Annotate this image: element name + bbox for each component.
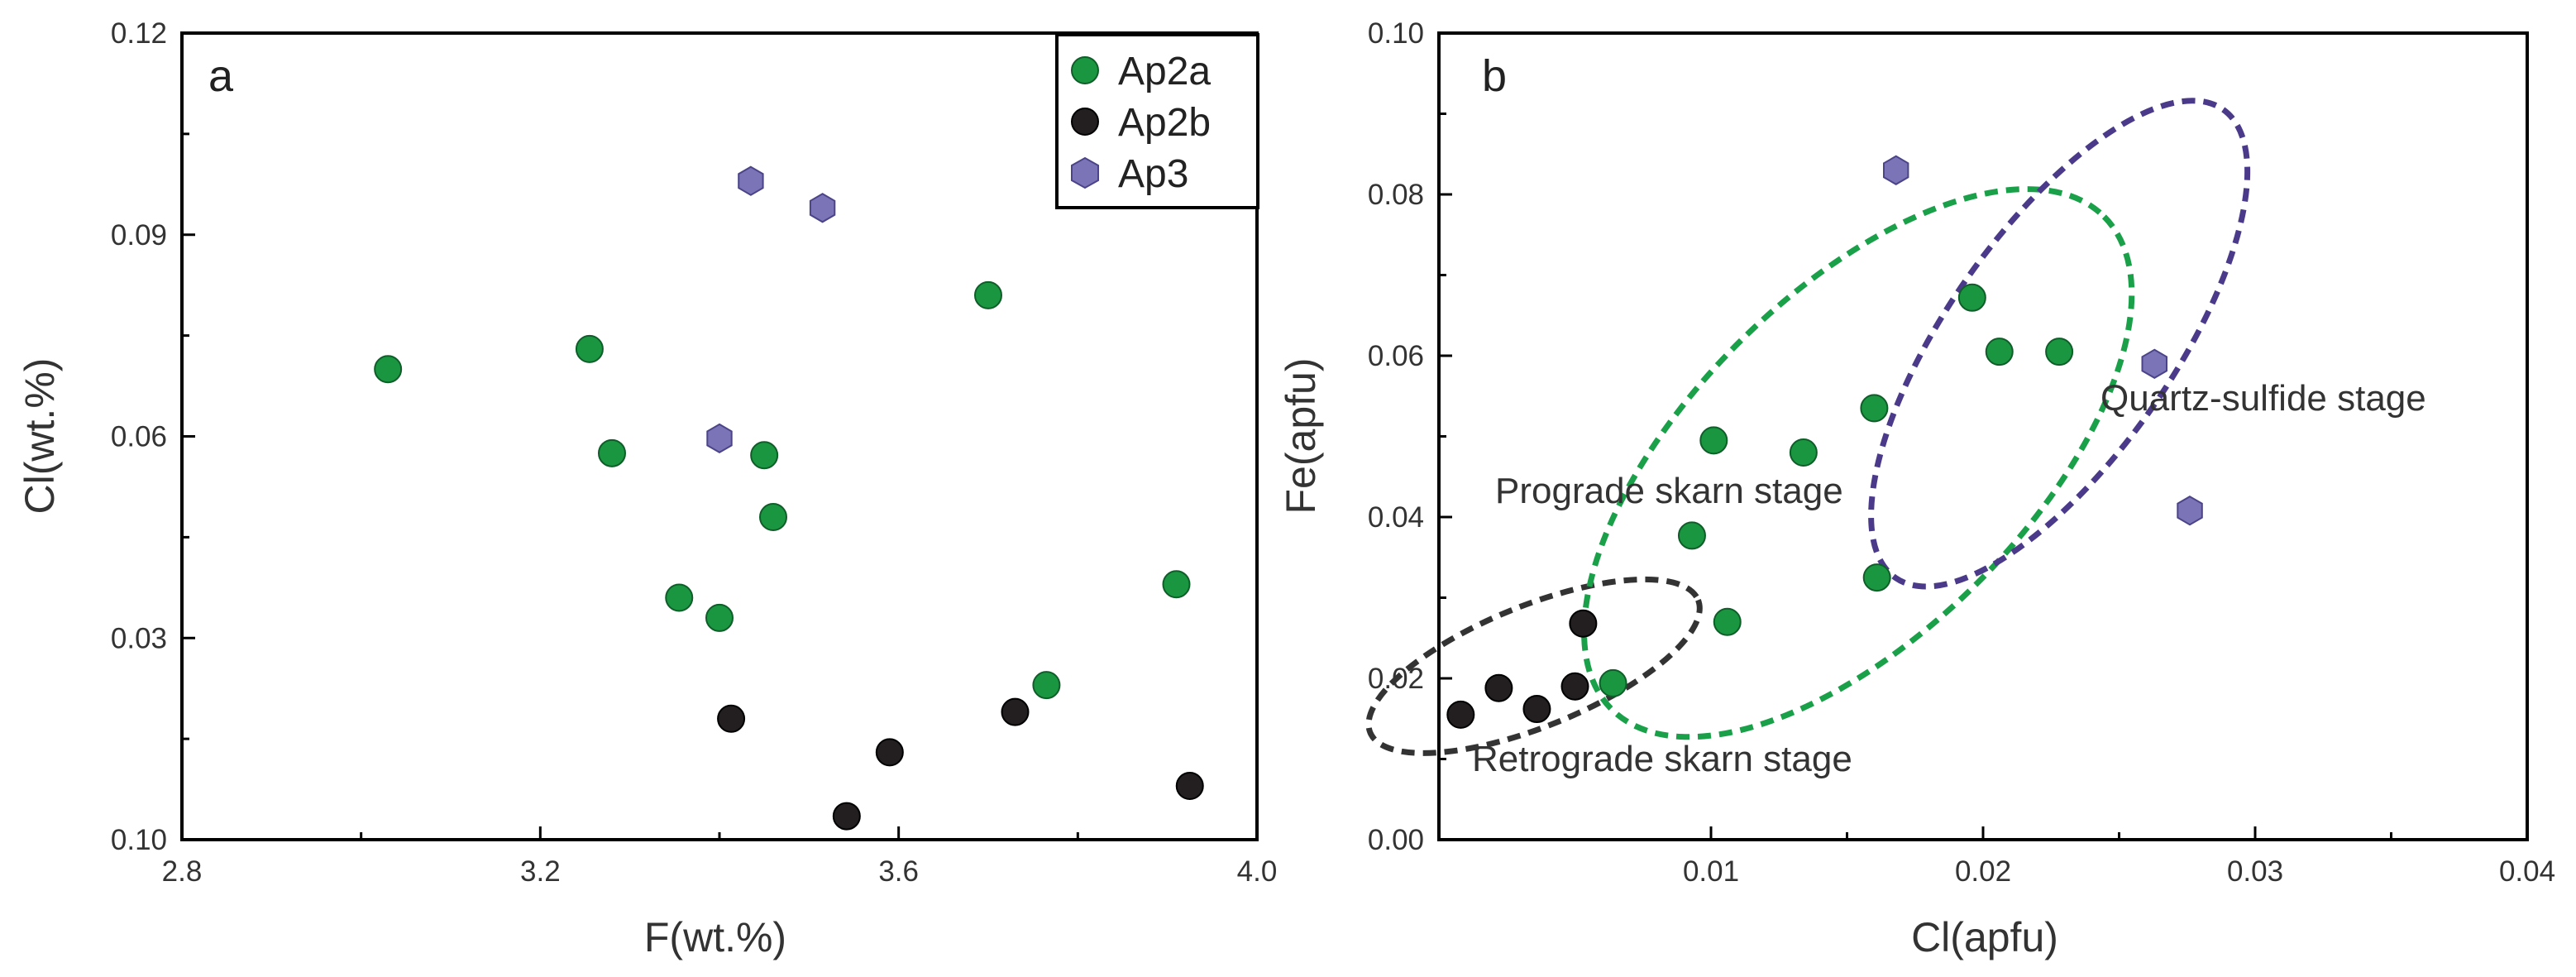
data-point-ap2a bbox=[1789, 438, 1818, 467]
y-tick-label: 0.03 bbox=[111, 622, 167, 654]
data-point-ap2a bbox=[1032, 671, 1061, 700]
stage-ellipse-black bbox=[1365, 576, 1703, 756]
y-tick-label: 0.06 bbox=[111, 421, 167, 453]
legend: Ap2a Ap2b Ap3 bbox=[1055, 33, 1259, 209]
data-point-ap2a bbox=[2045, 338, 2074, 366]
data-point-ap2a bbox=[705, 603, 734, 632]
panel-a-x-axis-label: F(wt.%) bbox=[644, 914, 786, 960]
y-tick-label: 0.08 bbox=[1368, 179, 1424, 211]
data-point-ap2b bbox=[1484, 673, 1513, 702]
y-tick-label: 0.09 bbox=[111, 219, 167, 251]
data-point-ap2b bbox=[1446, 700, 1475, 729]
data-point-ap2a bbox=[1860, 394, 1889, 423]
data-point-ap2a bbox=[575, 334, 604, 363]
panel-b-x-axis-label: Cl(apfu) bbox=[1911, 914, 2058, 960]
annotation-retrograde: Retrograde skarn stage bbox=[1472, 739, 1852, 779]
data-point-ap2b bbox=[717, 704, 746, 733]
y-tick-label: 0.10 bbox=[1368, 17, 1424, 50]
legend-marker-ap3 bbox=[1071, 156, 1099, 189]
x-tick-label: 0.03 bbox=[2227, 855, 2283, 888]
data-point-ap3 bbox=[738, 165, 764, 196]
annotation-prograde: Prograde skarn stage bbox=[1495, 471, 1843, 511]
data-point-ap3 bbox=[706, 423, 733, 454]
legend-marker-ap2b bbox=[1071, 108, 1099, 136]
stage-ellipse-purple bbox=[1868, 98, 2251, 590]
data-point-ap2a bbox=[1162, 570, 1191, 599]
y-tick-label: 0.12 bbox=[111, 17, 167, 50]
legend-label-ap2b: Ap2b bbox=[1118, 101, 1211, 145]
data-point-ap2a bbox=[1862, 563, 1891, 592]
annotation-quartz-sulfide: Quartz-sulfide stage bbox=[2100, 378, 2426, 419]
x-tick-label: 0.01 bbox=[1683, 855, 1739, 888]
data-point-ap3 bbox=[2141, 348, 2167, 379]
x-tick-label: 4.0 bbox=[1237, 855, 1278, 888]
data-point-ap2b bbox=[1175, 772, 1204, 800]
data-point-ap2a bbox=[1677, 521, 1706, 550]
stage-ellipse-green bbox=[1581, 186, 2135, 740]
data-point-ap2a bbox=[1699, 426, 1728, 455]
x-tick-label: 0.04 bbox=[2499, 855, 2555, 888]
data-point-ap2b bbox=[832, 802, 861, 831]
panel-b-letter: b bbox=[1482, 51, 1507, 101]
data-point-ap2a bbox=[374, 355, 403, 384]
y-tick-label: 0.10 bbox=[111, 824, 167, 856]
data-point-ap2b bbox=[1522, 695, 1551, 724]
data-point-ap2a bbox=[1713, 607, 1742, 636]
legend-marker-ap2a bbox=[1071, 56, 1099, 84]
data-point-ap2a bbox=[1985, 338, 2014, 366]
panel-b-y-axis-label: Fe(apfu) bbox=[1278, 358, 1324, 515]
data-point-ap2b bbox=[875, 738, 904, 767]
x-tick-label: 2.8 bbox=[162, 855, 203, 888]
panel-a-letter: a bbox=[208, 51, 234, 101]
legend-label-ap2a: Ap2a bbox=[1118, 50, 1211, 93]
legend-label-ap3: Ap3 bbox=[1118, 152, 1188, 196]
data-point-ap2a bbox=[665, 583, 694, 612]
data-point-ap2a bbox=[750, 441, 779, 470]
data-point-ap2a bbox=[759, 503, 787, 531]
data-point-ap2b bbox=[1560, 672, 1589, 701]
data-point-ap2a bbox=[974, 280, 1002, 309]
data-point-ap2a bbox=[598, 438, 626, 467]
data-point-ap2a bbox=[1957, 283, 1986, 312]
data-point-ap3 bbox=[2177, 496, 2203, 526]
y-tick-label: 0.06 bbox=[1368, 340, 1424, 372]
data-point-ap2b bbox=[1001, 697, 1030, 726]
data-point-ap3 bbox=[1883, 155, 1909, 185]
panel-b-frame bbox=[1437, 31, 2529, 841]
y-tick-label: 0.02 bbox=[1368, 663, 1424, 695]
y-tick-label: 0.00 bbox=[1368, 824, 1424, 856]
panel-a: 2.8 3.2 3.6 4.0 0.10 0.03 0.06 0.09 0.12 a Ap2a … bbox=[17, 17, 1277, 960]
x-tick-label: 3.2 bbox=[520, 855, 561, 888]
x-tick-label: 3.6 bbox=[878, 855, 919, 888]
x-tick-label: 0.02 bbox=[1955, 855, 2011, 888]
data-point-ap3 bbox=[809, 193, 836, 223]
y-tick-label: 0.04 bbox=[1368, 501, 1424, 534]
panel-b: 0.01 0.02 0.03 0.04 0.00 0.02 0.04 0.06 0.08 0.10… bbox=[1278, 17, 2555, 960]
panel-a-y-axis-label: Cl(wt.%) bbox=[17, 358, 63, 515]
data-point-ap2b bbox=[1569, 609, 1598, 638]
data-point-ap2a bbox=[1599, 668, 1627, 697]
